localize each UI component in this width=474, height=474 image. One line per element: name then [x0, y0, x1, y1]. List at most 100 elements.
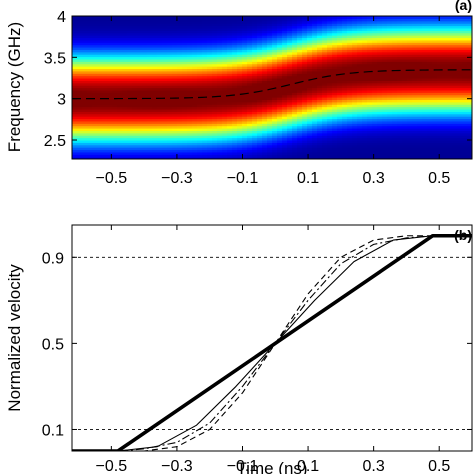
heatmap-cell: [137, 144, 143, 148]
heatmap-cell: [272, 25, 278, 29]
heatmap-cell: [372, 54, 378, 58]
heatmap-cell: [307, 27, 313, 31]
heatmap-cell: [467, 30, 472, 34]
heatmap-cell: [202, 56, 208, 60]
heatmap-cell: [307, 73, 313, 77]
heatmap-cell: [447, 30, 453, 34]
heatmap-cell: [237, 111, 243, 115]
heatmap-cell: [112, 108, 118, 112]
heatmap-cell: [322, 125, 328, 129]
heatmap-cell: [192, 54, 198, 58]
heatmap-cell: [132, 66, 138, 70]
heatmap-cell: [97, 108, 103, 112]
heatmap-cell: [437, 147, 443, 151]
heatmap-cell: [172, 44, 178, 48]
heatmap-cell: [357, 101, 363, 105]
heatmap-cell: [327, 116, 333, 120]
heatmap-cell: [312, 149, 318, 153]
heatmap-cell: [182, 32, 188, 36]
heatmap-cell: [417, 25, 423, 29]
heatmap-cell: [387, 63, 393, 67]
heatmap-cell: [347, 106, 353, 110]
heatmap-cell: [467, 120, 472, 124]
heatmap-cell: [407, 51, 413, 55]
heatmap-cell: [442, 58, 448, 62]
heatmap-cell: [122, 51, 128, 55]
heatmap-cell: [227, 56, 233, 60]
heatmap-cell: [217, 154, 223, 158]
heatmap-cell: [72, 46, 78, 50]
heatmap-cell: [82, 139, 88, 143]
heatmap-cell: [277, 87, 283, 91]
heatmap-cell: [247, 51, 253, 55]
heatmap-cell: [297, 118, 303, 122]
heatmap-cell: [127, 56, 133, 60]
heatmap-cell: [217, 89, 223, 93]
heatmap-cell: [252, 108, 258, 112]
heatmap-cell: [147, 99, 153, 103]
heatmap-cell: [237, 42, 243, 46]
heatmap-cell: [117, 27, 123, 31]
heatmap-cell: [392, 106, 398, 110]
heatmap-cell: [137, 111, 143, 115]
heatmap-cell: [337, 97, 343, 101]
heatmap-cell: [437, 130, 443, 134]
heatmap-cell: [72, 20, 78, 24]
heatmap-cell: [292, 132, 298, 136]
heatmap-cell: [252, 120, 258, 124]
heatmap-cell: [72, 73, 78, 77]
heatmap-cell: [217, 113, 223, 117]
heatmap-cell: [202, 85, 208, 89]
heatmap-cell: [227, 130, 233, 134]
heatmap-cell: [277, 49, 283, 53]
heatmap-cell: [312, 123, 318, 127]
heatmap-cell: [462, 87, 468, 91]
heatmap-cell: [152, 25, 158, 29]
heatmap-cell: [457, 108, 463, 112]
heatmap-cell: [342, 156, 348, 159]
heatmap-cell: [267, 106, 273, 110]
heatmap-cell: [112, 51, 118, 55]
heatmap-cell: [332, 20, 338, 24]
heatmap-cell: [272, 37, 278, 41]
heatmap-cell: [137, 44, 143, 48]
heatmap-cell: [282, 42, 288, 46]
heatmap-cell: [447, 58, 453, 62]
heatmap-cell: [447, 101, 453, 105]
heatmap-cell: [387, 75, 393, 79]
heatmap-cell: [442, 123, 448, 127]
heatmap-cell: [82, 77, 88, 81]
heatmap-cell: [397, 113, 403, 117]
heatmap-cell: [372, 49, 378, 53]
heatmap-cell: [192, 44, 198, 48]
heatmap-cell: [82, 23, 88, 27]
heatmap-cell: [202, 30, 208, 34]
heatmap-cell: [382, 156, 388, 159]
heatmap-cell: [272, 32, 278, 36]
heatmap-cell: [207, 125, 213, 129]
heatmap-cell: [237, 25, 243, 29]
heatmap-cell: [357, 42, 363, 46]
heatmap-cell: [302, 68, 308, 72]
heatmap-cell: [102, 18, 108, 22]
heatmap-cell: [367, 118, 373, 122]
heatmap-cell: [447, 20, 453, 24]
heatmap-cell: [432, 75, 438, 79]
heatmap-cell: [422, 87, 428, 91]
heatmap-cell: [342, 32, 348, 36]
heatmap-cell: [217, 37, 223, 41]
heatmap-cell: [397, 42, 403, 46]
heatmap-cell: [142, 25, 148, 29]
heatmap-cell: [112, 142, 118, 146]
heatmap-cell: [322, 61, 328, 65]
heatmap-cell: [287, 46, 293, 50]
heatmap-cell: [257, 44, 263, 48]
heatmap-cell: [107, 61, 113, 65]
heatmap-cell: [417, 144, 423, 148]
heatmap-cell: [132, 128, 138, 131]
heatmap-cell: [262, 118, 268, 122]
heatmap-cell: [462, 120, 468, 124]
heatmap-cell: [152, 99, 158, 103]
heatmap-cell: [167, 32, 173, 36]
heatmap-cell: [467, 82, 472, 86]
